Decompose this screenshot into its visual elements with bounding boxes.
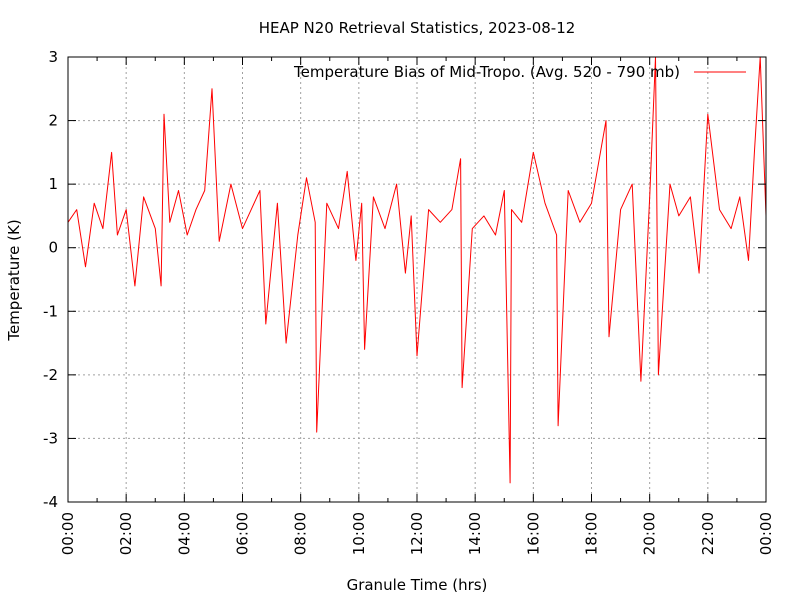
y-tick-label: -4 (43, 493, 58, 511)
grid (68, 57, 766, 502)
series-line (67, 56, 767, 484)
chart-title: HEAP N20 Retrieval Statistics, 2023-08-1… (259, 19, 576, 37)
y-tick-label: 2 (48, 112, 58, 130)
x-axis-label: Granule Time (hrs) (347, 576, 488, 594)
x-tick-label: 00:00 (59, 512, 77, 555)
x-tick-label: 12:00 (408, 512, 426, 555)
y-tick-label: 0 (48, 239, 58, 257)
x-tick-label: 14:00 (466, 512, 484, 555)
y-tick-label: 1 (48, 175, 58, 193)
y-tick-label: -2 (43, 366, 58, 384)
legend-label: Temperature Bias of Mid-Tropo. (Avg. 520… (293, 63, 680, 81)
x-tick-label: 20:00 (641, 512, 659, 555)
x-tick-label: 18:00 (583, 512, 601, 555)
x-tick-label: 08:00 (292, 512, 310, 555)
x-tick-label: 16:00 (524, 512, 542, 555)
data-series-layer (67, 56, 767, 484)
y-tick-label: -3 (43, 429, 58, 447)
x-tick-label: 06:00 (234, 512, 252, 555)
x-tick-label: 00:00 (757, 512, 775, 555)
x-tick-label: 02:00 (117, 512, 135, 555)
x-tick-label: 04:00 (175, 512, 193, 555)
y-axis-label: Temperature (K) (5, 219, 23, 341)
legend: Temperature Bias of Mid-Tropo. (Avg. 520… (293, 63, 746, 81)
y-tick-label: 3 (48, 48, 58, 66)
y-tick-label: -1 (43, 302, 58, 320)
x-tick-label: 10:00 (350, 512, 368, 555)
x-tick-label: 22:00 (699, 512, 717, 555)
